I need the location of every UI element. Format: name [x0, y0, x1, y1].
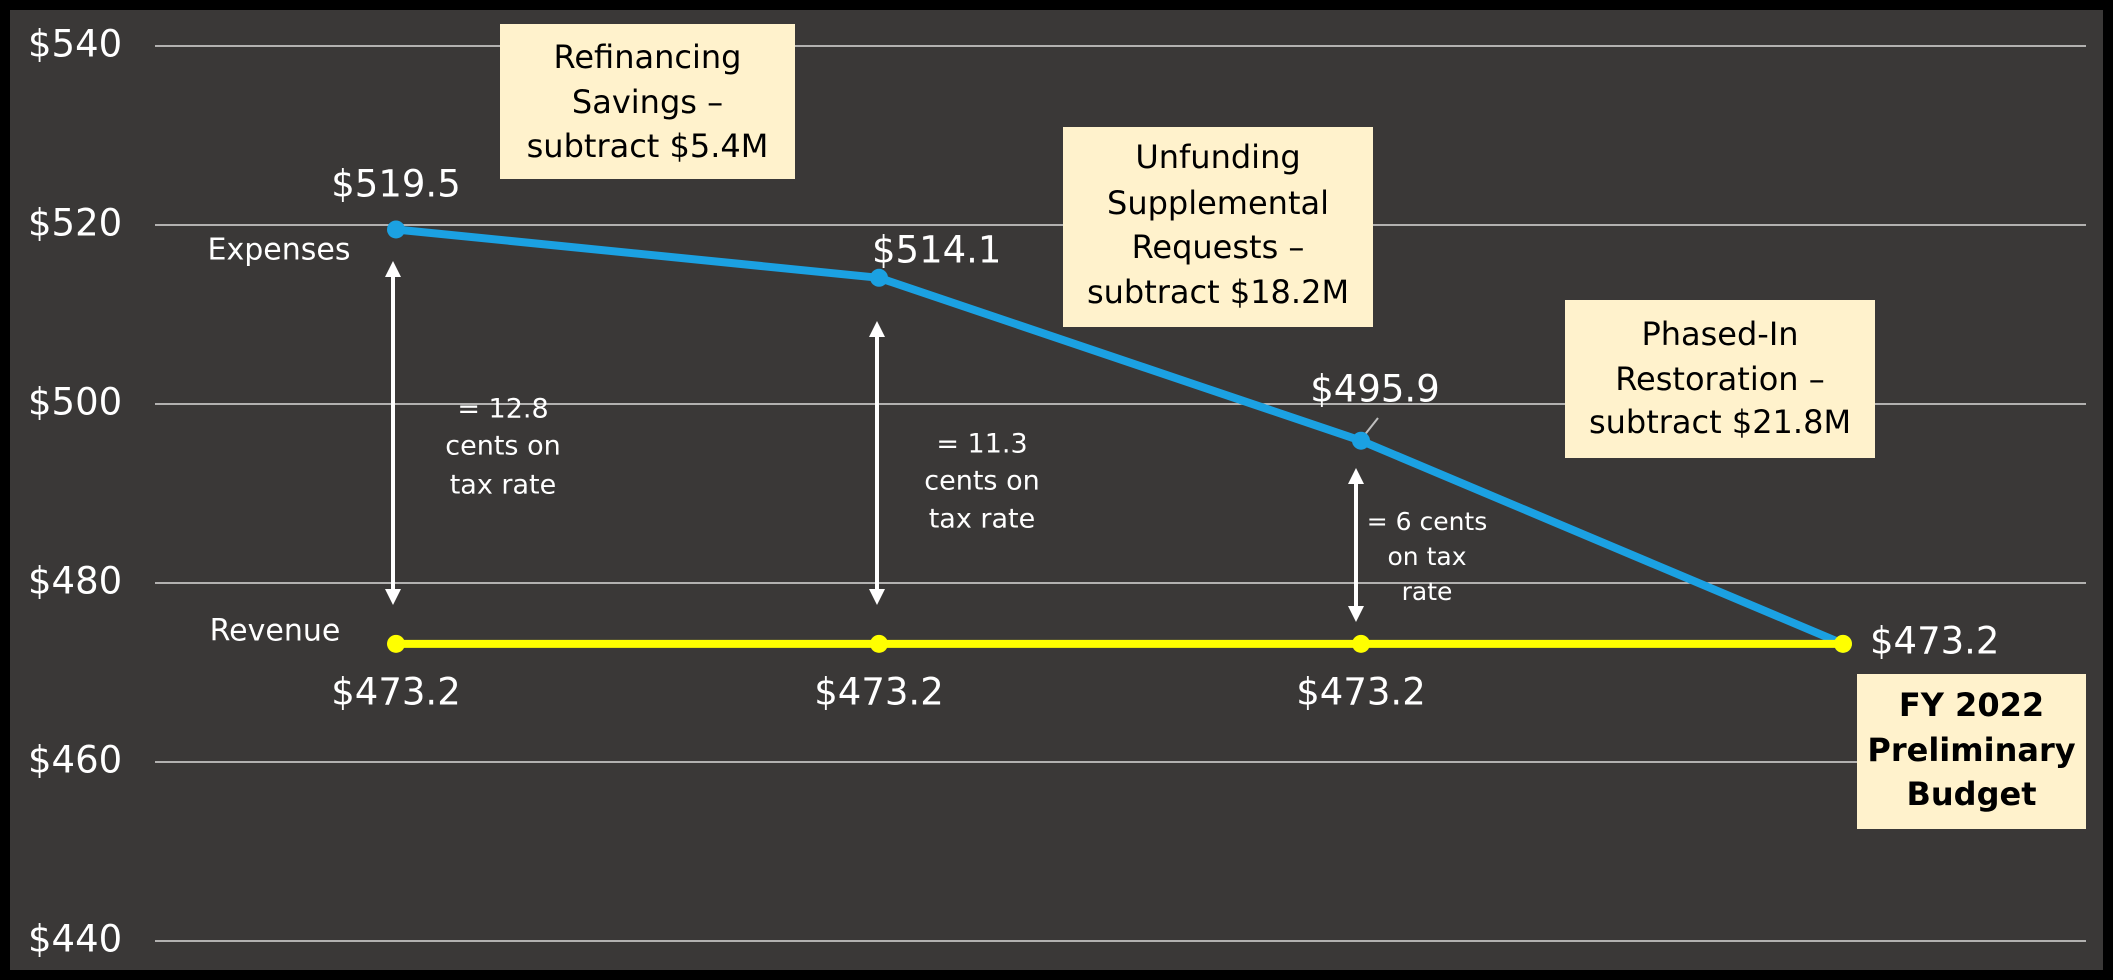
y-tick-label: $500	[28, 381, 122, 424]
annotation-text: Requests –	[1132, 228, 1305, 266]
annotation-box	[1565, 300, 1875, 458]
data-point	[870, 268, 888, 287]
value-label: $473.2	[814, 671, 943, 714]
y-tick-label: $540	[28, 23, 122, 66]
y-tick-label: $460	[28, 739, 122, 782]
gap-note: cents on	[445, 431, 560, 462]
value-label: $495.9	[1310, 368, 1439, 411]
series-name: Revenue	[210, 614, 341, 649]
data-point	[1352, 634, 1370, 653]
annotation-box	[1063, 127, 1373, 327]
value-label: $473.2	[1296, 671, 1425, 714]
y-tick-label: $480	[28, 560, 122, 603]
value-label: $519.5	[331, 163, 460, 206]
annotation-text: Unfunding	[1135, 138, 1300, 176]
annotation-text: subtract $18.2M	[1087, 273, 1349, 311]
gap-note: rate	[1402, 577, 1453, 606]
annotation-text: Restoration –	[1615, 360, 1825, 398]
annotation-box	[1857, 674, 2086, 829]
data-point	[870, 634, 888, 653]
annotation-text: FY 2022	[1899, 686, 2044, 724]
annotation-box	[500, 24, 795, 179]
value-label: $514.1	[872, 229, 1001, 272]
value-label: $473.2	[331, 671, 460, 714]
gap-note: cents on	[924, 466, 1039, 497]
gap-note: = 12.8	[457, 394, 548, 425]
series-line	[395, 225, 1845, 648]
data-point	[1834, 634, 1852, 653]
gap-note: on tax	[1387, 542, 1466, 571]
data-point	[1352, 431, 1370, 450]
annotation-text: subtract $5.4M	[527, 127, 769, 165]
gap-note: tax rate	[929, 504, 1036, 535]
y-tick-label: $440	[28, 918, 122, 961]
annotation-text: Phased-In	[1641, 315, 1798, 353]
value-label: $473.2	[1870, 620, 1999, 663]
gap-note: tax rate	[450, 470, 557, 501]
gap-note: = 6 cents	[1367, 507, 1488, 536]
y-tick-label: $520	[28, 202, 122, 245]
gap-note: = 11.3	[936, 429, 1027, 460]
annotation-text: Supplemental	[1107, 184, 1329, 222]
data-point	[387, 220, 405, 239]
data-point	[387, 634, 405, 653]
series-name: Expenses	[208, 233, 351, 268]
annotation-text: Savings –	[572, 83, 723, 121]
annotation-text: Preliminary	[1867, 731, 2075, 769]
annotation-text: subtract $21.8M	[1589, 403, 1851, 441]
annotation-text: Budget	[1907, 775, 2037, 813]
annotation-text: Refinancing	[554, 38, 742, 76]
